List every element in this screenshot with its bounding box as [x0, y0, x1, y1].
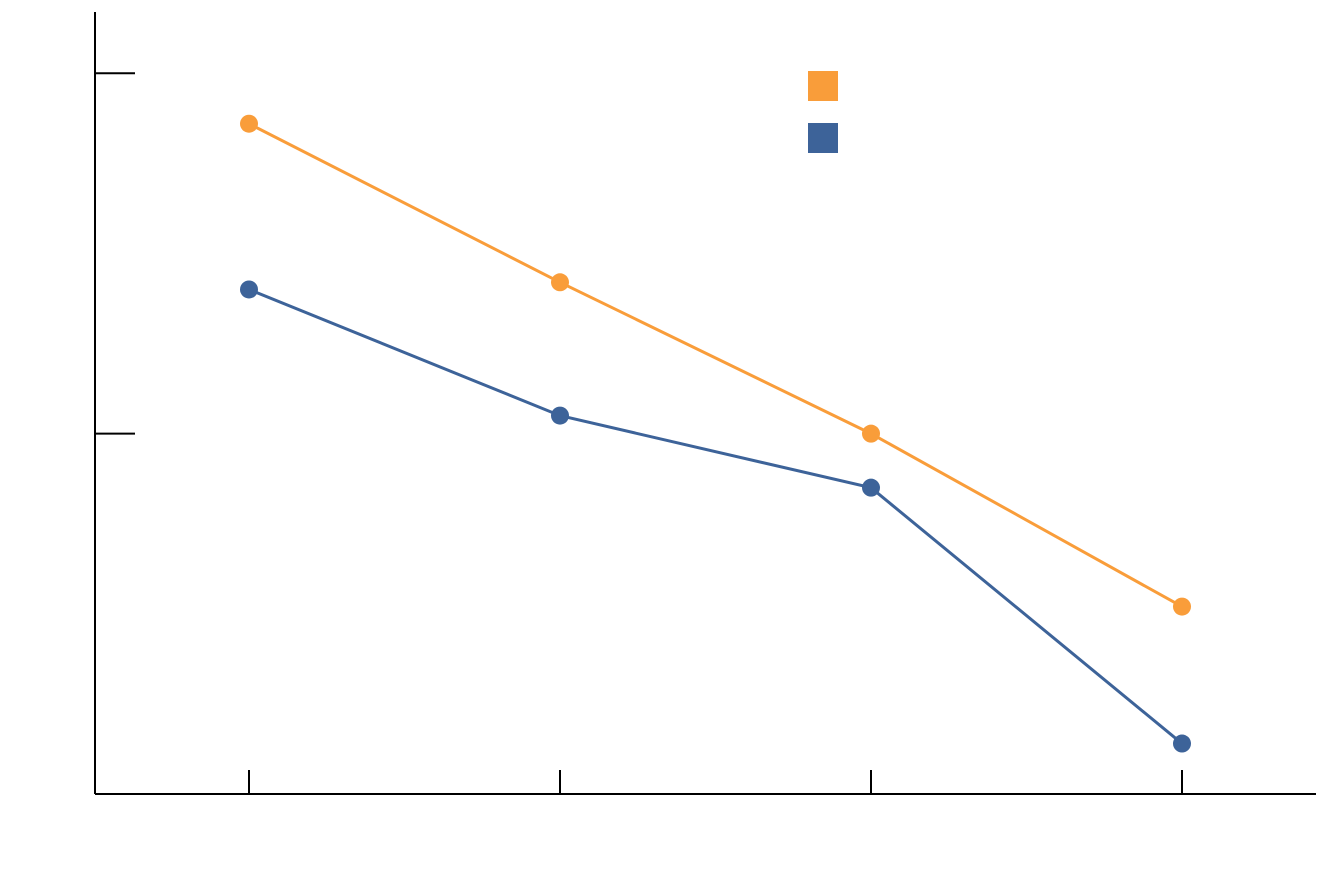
legend-swatch	[808, 71, 838, 101]
point	[240, 114, 258, 133]
point	[1173, 734, 1191, 753]
point	[551, 273, 569, 292]
point	[551, 406, 569, 425]
series-line	[248, 122, 1183, 608]
point	[1173, 597, 1191, 616]
legend-swatch	[808, 123, 838, 153]
series-line	[248, 288, 1183, 745]
point	[240, 280, 258, 299]
point	[862, 478, 880, 497]
point	[862, 424, 880, 443]
